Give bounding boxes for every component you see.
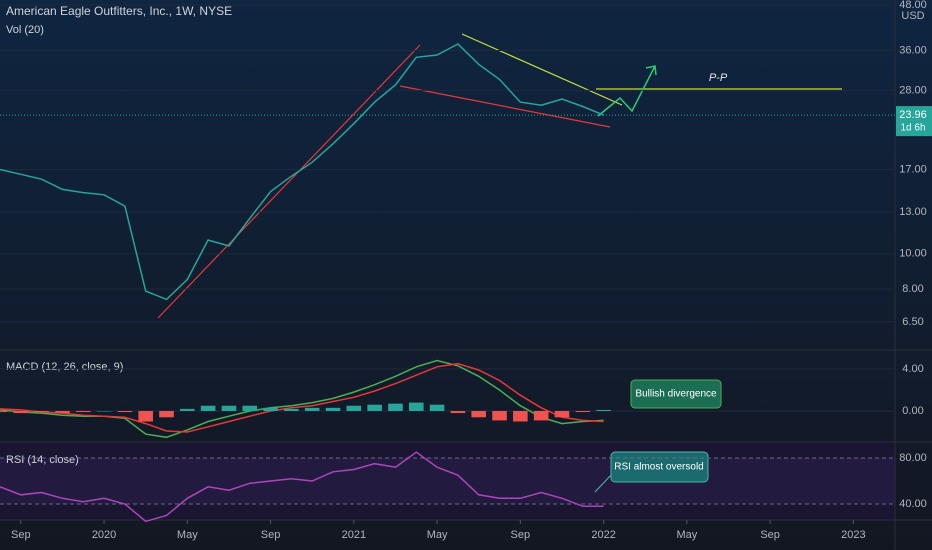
histogram-bar bbox=[346, 405, 362, 411]
histogram-bar bbox=[429, 404, 445, 411]
histogram-bar bbox=[596, 409, 611, 411]
x-tick-label: 2021 bbox=[342, 529, 366, 541]
trend-line bbox=[399, 85, 611, 128]
annotation: Bullish divergence bbox=[635, 389, 717, 400]
y-tick-label: 28.00 bbox=[899, 84, 927, 96]
y-tick-label: 0.00 bbox=[902, 405, 923, 417]
y-tick-label: 36.00 bbox=[899, 44, 927, 56]
histogram-bar bbox=[221, 405, 237, 411]
histogram-bar bbox=[471, 410, 487, 418]
histogram-bar bbox=[367, 404, 382, 411]
y-tick-label: 17.00 bbox=[899, 163, 927, 175]
y-tick-label: 80.00 bbox=[899, 452, 927, 464]
histogram-bar bbox=[304, 407, 320, 411]
x-tick-label: Sep bbox=[261, 529, 281, 541]
histogram-bar bbox=[13, 410, 29, 414]
y-tick-label: 4.00 bbox=[902, 363, 923, 375]
histogram-bar bbox=[242, 405, 258, 411]
histogram-bar bbox=[180, 408, 195, 411]
histogram-bar bbox=[533, 410, 549, 421]
histogram-bar bbox=[408, 402, 424, 411]
series-line bbox=[0, 362, 604, 433]
y-tick-label: 8.00 bbox=[902, 283, 923, 295]
annotation: RSI almost oversold bbox=[614, 462, 703, 473]
histogram-bar bbox=[450, 410, 466, 414]
histogram-bar bbox=[575, 410, 591, 413]
histogram-bar bbox=[96, 410, 112, 412]
histogram-bar bbox=[117, 410, 133, 413]
pane-title: RSI (14, close) bbox=[6, 454, 79, 466]
annotation-pointer bbox=[594, 474, 612, 493]
histogram-bar bbox=[492, 410, 507, 421]
annotation-box bbox=[630, 379, 722, 409]
chart-subtitle: Vol (20) bbox=[6, 24, 44, 36]
projection-arrow bbox=[597, 65, 656, 117]
annotation-box bbox=[610, 451, 709, 483]
histogram-bar bbox=[138, 410, 153, 422]
series-line bbox=[0, 451, 604, 523]
x-tick-label: 2020 bbox=[92, 529, 116, 541]
chart-title: American Eagle Outfitters, Inc., 1W, NYS… bbox=[6, 4, 232, 18]
trend-line bbox=[461, 33, 623, 106]
histogram-bar bbox=[159, 410, 174, 418]
x-tick-label: Sep bbox=[760, 529, 780, 541]
arrow-head bbox=[645, 65, 657, 76]
x-tick-label: May bbox=[177, 529, 198, 541]
x-tick-label: Sep bbox=[11, 529, 31, 541]
y-tick-label: 6.50 bbox=[902, 316, 923, 328]
y-tick-label: 48.00 bbox=[899, 0, 927, 11]
x-tick-label: 2023 bbox=[841, 529, 865, 541]
annotation: P-P bbox=[709, 72, 728, 84]
histogram-bar bbox=[284, 408, 299, 411]
histogram-bar bbox=[554, 410, 570, 418]
x-tick-label: Sep bbox=[511, 529, 531, 541]
x-tick-label: 2022 bbox=[591, 529, 615, 541]
pane-title: MACD (12, 26, close, 9) bbox=[6, 361, 123, 373]
histogram-bar bbox=[0, 410, 8, 413]
histogram-bar bbox=[55, 410, 70, 414]
histogram-bar bbox=[200, 405, 216, 411]
histogram-bar bbox=[34, 410, 49, 413]
price-tag-text: 23.96 bbox=[899, 109, 927, 121]
axis-label: USD bbox=[901, 10, 924, 22]
histogram-bar bbox=[75, 410, 91, 413]
histogram-bar bbox=[263, 407, 278, 411]
y-tick-label: 10.00 bbox=[899, 248, 927, 260]
rsi-band bbox=[0, 458, 895, 504]
histogram-bar bbox=[513, 410, 528, 422]
x-tick-label: May bbox=[676, 529, 697, 541]
x-tick-label: May bbox=[427, 529, 448, 541]
price-tag bbox=[896, 106, 932, 137]
series-line bbox=[0, 43, 604, 301]
countdown: 1d 6h bbox=[900, 123, 925, 134]
histogram-bar bbox=[388, 403, 403, 411]
histogram-bar bbox=[325, 407, 341, 411]
y-tick-label: 40.00 bbox=[899, 498, 927, 510]
y-tick-label: 13.00 bbox=[899, 206, 927, 218]
